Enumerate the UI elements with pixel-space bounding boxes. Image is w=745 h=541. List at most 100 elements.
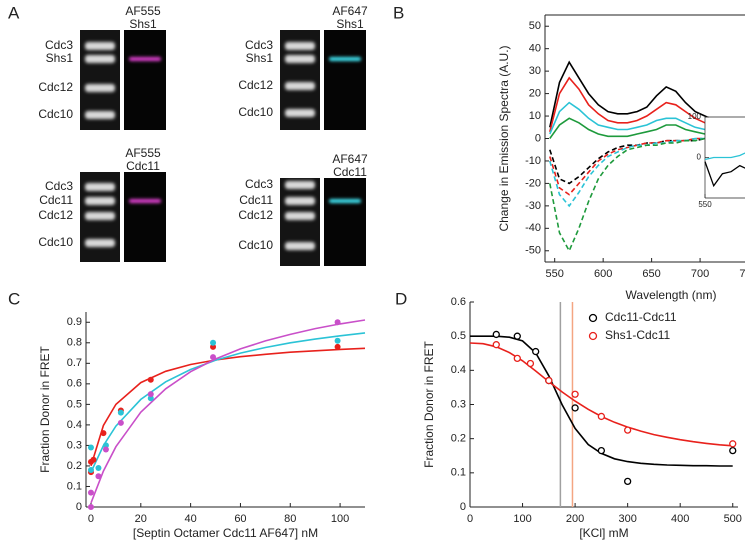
data-point [147, 395, 154, 402]
x-axis-title: [Septin Octamer Cdc11 AF647] nM [133, 526, 318, 540]
legend-marker [588, 313, 598, 323]
y-tick-label: 0.4 [451, 364, 466, 376]
data-point [334, 343, 341, 350]
y-tick-label: -10 [525, 155, 541, 167]
gel-title: AF555 [125, 146, 161, 160]
ladder-band [85, 111, 115, 119]
gel-fluor [124, 172, 166, 262]
data-point [117, 409, 124, 416]
legend-marker [588, 331, 598, 341]
data-point [102, 442, 109, 449]
y-tick-label: 0.2 [451, 433, 466, 445]
ladder-band [285, 197, 315, 205]
ladder-band [285, 242, 315, 250]
gel-fluor [324, 178, 366, 266]
data-point [334, 319, 341, 326]
data-point [87, 504, 94, 510]
fit-curve [469, 342, 733, 447]
fit-curve [90, 319, 366, 504]
y-tick-label: 0.3 [451, 398, 466, 410]
gel-title: Shs1 [129, 17, 157, 31]
data-point [95, 473, 102, 480]
spectrum-line [549, 137, 745, 253]
y-tick-label: 50 [529, 20, 541, 32]
data-point [87, 489, 94, 496]
data-point [117, 419, 124, 426]
ladder-band [85, 212, 115, 220]
data-point [147, 376, 154, 383]
band-label: Cdc3 [245, 177, 273, 191]
spectrum-line [549, 60, 745, 129]
spectrum-line [549, 137, 745, 208]
ladder-band [285, 55, 315, 63]
x-tick-label: 60 [234, 513, 246, 525]
data-point [532, 347, 540, 356]
ladder-band [285, 42, 315, 50]
y-axis-title: Fraction Donor in FRET [422, 340, 436, 467]
fit-curve [470, 335, 733, 467]
fluor-band [129, 57, 161, 61]
gel-title: AF555 [125, 4, 161, 18]
data-point [623, 426, 632, 434]
x-axis-title: [KCl] mM [579, 526, 628, 540]
data-point [210, 343, 217, 350]
x-tick-label: 100 [513, 513, 531, 525]
x-tick-label: 700 [691, 268, 709, 280]
y-tick-label: 10 [529, 110, 541, 122]
y-tick-label: 40 [529, 43, 541, 55]
band-label: Shs1 [46, 51, 74, 65]
data-point [87, 467, 94, 474]
band-label: Cdc12 [38, 208, 73, 222]
spectrum-line [704, 161, 745, 188]
gel-fluor [124, 30, 166, 130]
y-tick-label: 0.5 [451, 330, 466, 342]
x-tick-label: 550 [698, 200, 712, 209]
fluor-band [329, 57, 361, 61]
y-tick-label: -30 [525, 200, 541, 212]
panel-label: B [393, 3, 404, 22]
band-label: Shs1 [246, 51, 274, 65]
ladder-band [285, 181, 315, 189]
panel-label: A [8, 3, 20, 22]
gel-title: Cdc11 [333, 165, 367, 179]
spectrum-line [704, 152, 745, 161]
x-tick-label: 600 [594, 268, 612, 280]
data-point [492, 341, 500, 349]
fluor-band [329, 199, 361, 203]
band-label: Cdc11 [239, 193, 273, 207]
ladder-band [85, 183, 115, 191]
gel-title: AF647 [332, 4, 368, 18]
band-label: Cdc10 [238, 105, 273, 119]
x-tick-label: 500 [724, 513, 742, 525]
spectrum-line [549, 137, 745, 196]
y-tick-label: 0.4 [67, 419, 82, 431]
band-label: Cdc10 [38, 235, 73, 249]
ladder-band [85, 55, 115, 63]
y-tick-label: 20 [529, 87, 541, 99]
data-point [571, 404, 579, 412]
y-tick-label: 0.6 [67, 378, 82, 390]
ladder-band [85, 239, 115, 247]
data-point [623, 477, 632, 486]
band-label: Cdc10 [38, 107, 73, 121]
band-label: Cdc10 [238, 238, 273, 252]
data-point [210, 339, 217, 346]
x-tick-label: 20 [135, 513, 147, 525]
y-tick-label: -20 [525, 177, 541, 189]
y-tick-label: -40 [525, 222, 541, 234]
data-point [597, 446, 606, 455]
data-point [100, 430, 107, 437]
data-point [513, 354, 521, 363]
y-tick-label: 100 [688, 112, 702, 121]
data-point [90, 456, 97, 463]
ladder-band [85, 42, 115, 50]
y-tick-label: 0 [535, 132, 541, 144]
band-label: Cdc11 [39, 193, 73, 207]
data-point [571, 390, 579, 398]
x-tick-label: 100 [331, 513, 349, 525]
ladder-band [285, 109, 315, 117]
fit-curve [90, 347, 366, 467]
data-point [545, 376, 553, 385]
gel-title: Cdc11 [126, 159, 160, 173]
ladder-band [285, 82, 315, 90]
